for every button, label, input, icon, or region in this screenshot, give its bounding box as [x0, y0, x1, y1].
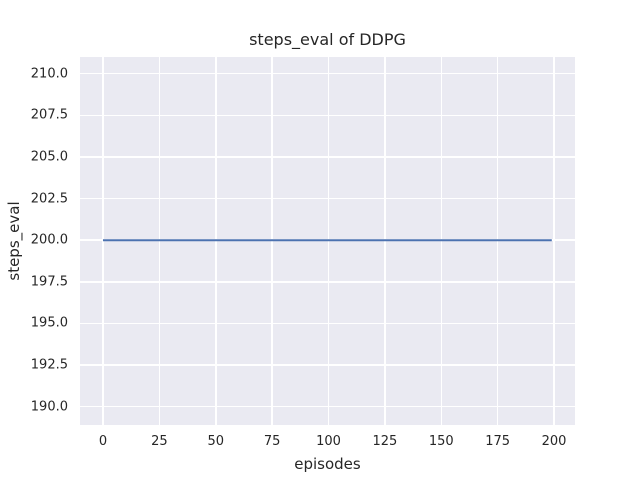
- y-gridline: [80, 72, 575, 75]
- x-tick-label: 50: [207, 434, 225, 449]
- y-tick-label: 195.0: [30, 315, 68, 331]
- y-gridline: [80, 281, 575, 283]
- x-tick-label: 100: [316, 434, 341, 449]
- x-tick-label: 125: [372, 434, 398, 449]
- x-tick-label: 75: [263, 434, 281, 449]
- y-tick-label: 190.0: [30, 399, 68, 415]
- chart-title: steps_eval of DDPG: [249, 30, 406, 49]
- y-axis-label: steps_eval: [5, 201, 23, 281]
- y-gridline: [80, 322, 575, 325]
- x-tick-label: 0: [98, 434, 108, 449]
- y-gridline: [80, 364, 575, 366]
- x-gridline: [553, 57, 555, 425]
- y-gridline: [80, 197, 575, 200]
- y-tick-label: 192.5: [30, 357, 68, 373]
- x-tick-label: 150: [428, 434, 454, 449]
- x-tick-label: 25: [151, 434, 168, 449]
- y-tick-label: 200.0: [30, 232, 68, 248]
- x-tick-label: 175: [485, 434, 511, 449]
- x-tick-label: 200: [541, 434, 567, 449]
- x-axis-label: episodes: [294, 455, 361, 473]
- y-tick-label: 197.5: [30, 274, 68, 290]
- plot-area: [80, 57, 575, 425]
- series-layer: [103, 239, 552, 242]
- y-tick-label: 202.5: [30, 191, 68, 207]
- y-gridline: [80, 156, 575, 158]
- y-tick-label: 210.0: [30, 66, 68, 82]
- y-gridline: [80, 114, 575, 117]
- y-tick-label: 207.5: [30, 107, 68, 123]
- y-tick-label: 205.0: [30, 149, 68, 165]
- y-gridline: [80, 405, 575, 408]
